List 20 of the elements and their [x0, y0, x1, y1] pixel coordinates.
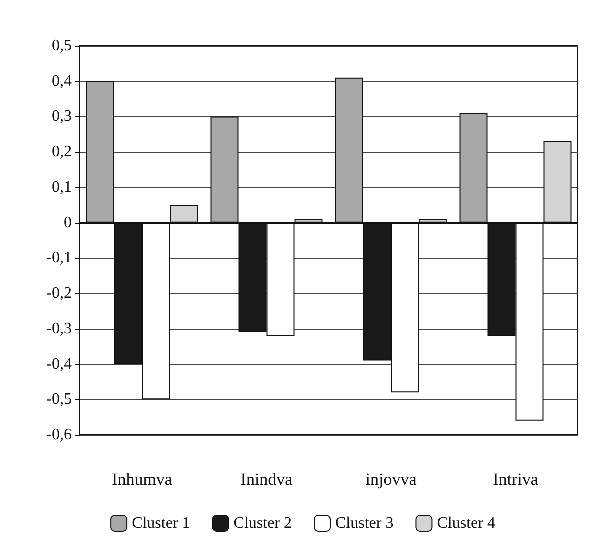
- y-tick-label: 0,4: [52, 72, 72, 90]
- x-tick-label: Intriva: [493, 470, 539, 489]
- legend-label: Cluster 4: [437, 515, 496, 532]
- y-tick-label: 0,1: [52, 178, 72, 196]
- legend-label: Cluster 2: [234, 515, 292, 532]
- y-tick-label: -0,2: [46, 285, 72, 302]
- y-tick-label: 0: [64, 214, 72, 232]
- y-tick-label: -0,6: [46, 426, 72, 444]
- y-tick-label: -0,3: [46, 320, 72, 338]
- x-tick-label: injovva: [366, 470, 418, 489]
- y-tick-label: -0,4: [46, 356, 72, 373]
- legend-label: Cluster 1: [132, 515, 190, 532]
- y-tick-label: -0,5: [46, 391, 72, 408]
- y-tick-label: -0,1: [46, 250, 72, 267]
- x-tick-label: Inhumva: [112, 470, 173, 489]
- y-tick-label: 0,2: [52, 144, 72, 161]
- x-tick-label: Inindva: [240, 470, 294, 489]
- legend-label: Cluster 3: [336, 515, 394, 532]
- y-tick-label: 0,3: [52, 108, 72, 126]
- y-tick-label: 0,5: [52, 38, 72, 54]
